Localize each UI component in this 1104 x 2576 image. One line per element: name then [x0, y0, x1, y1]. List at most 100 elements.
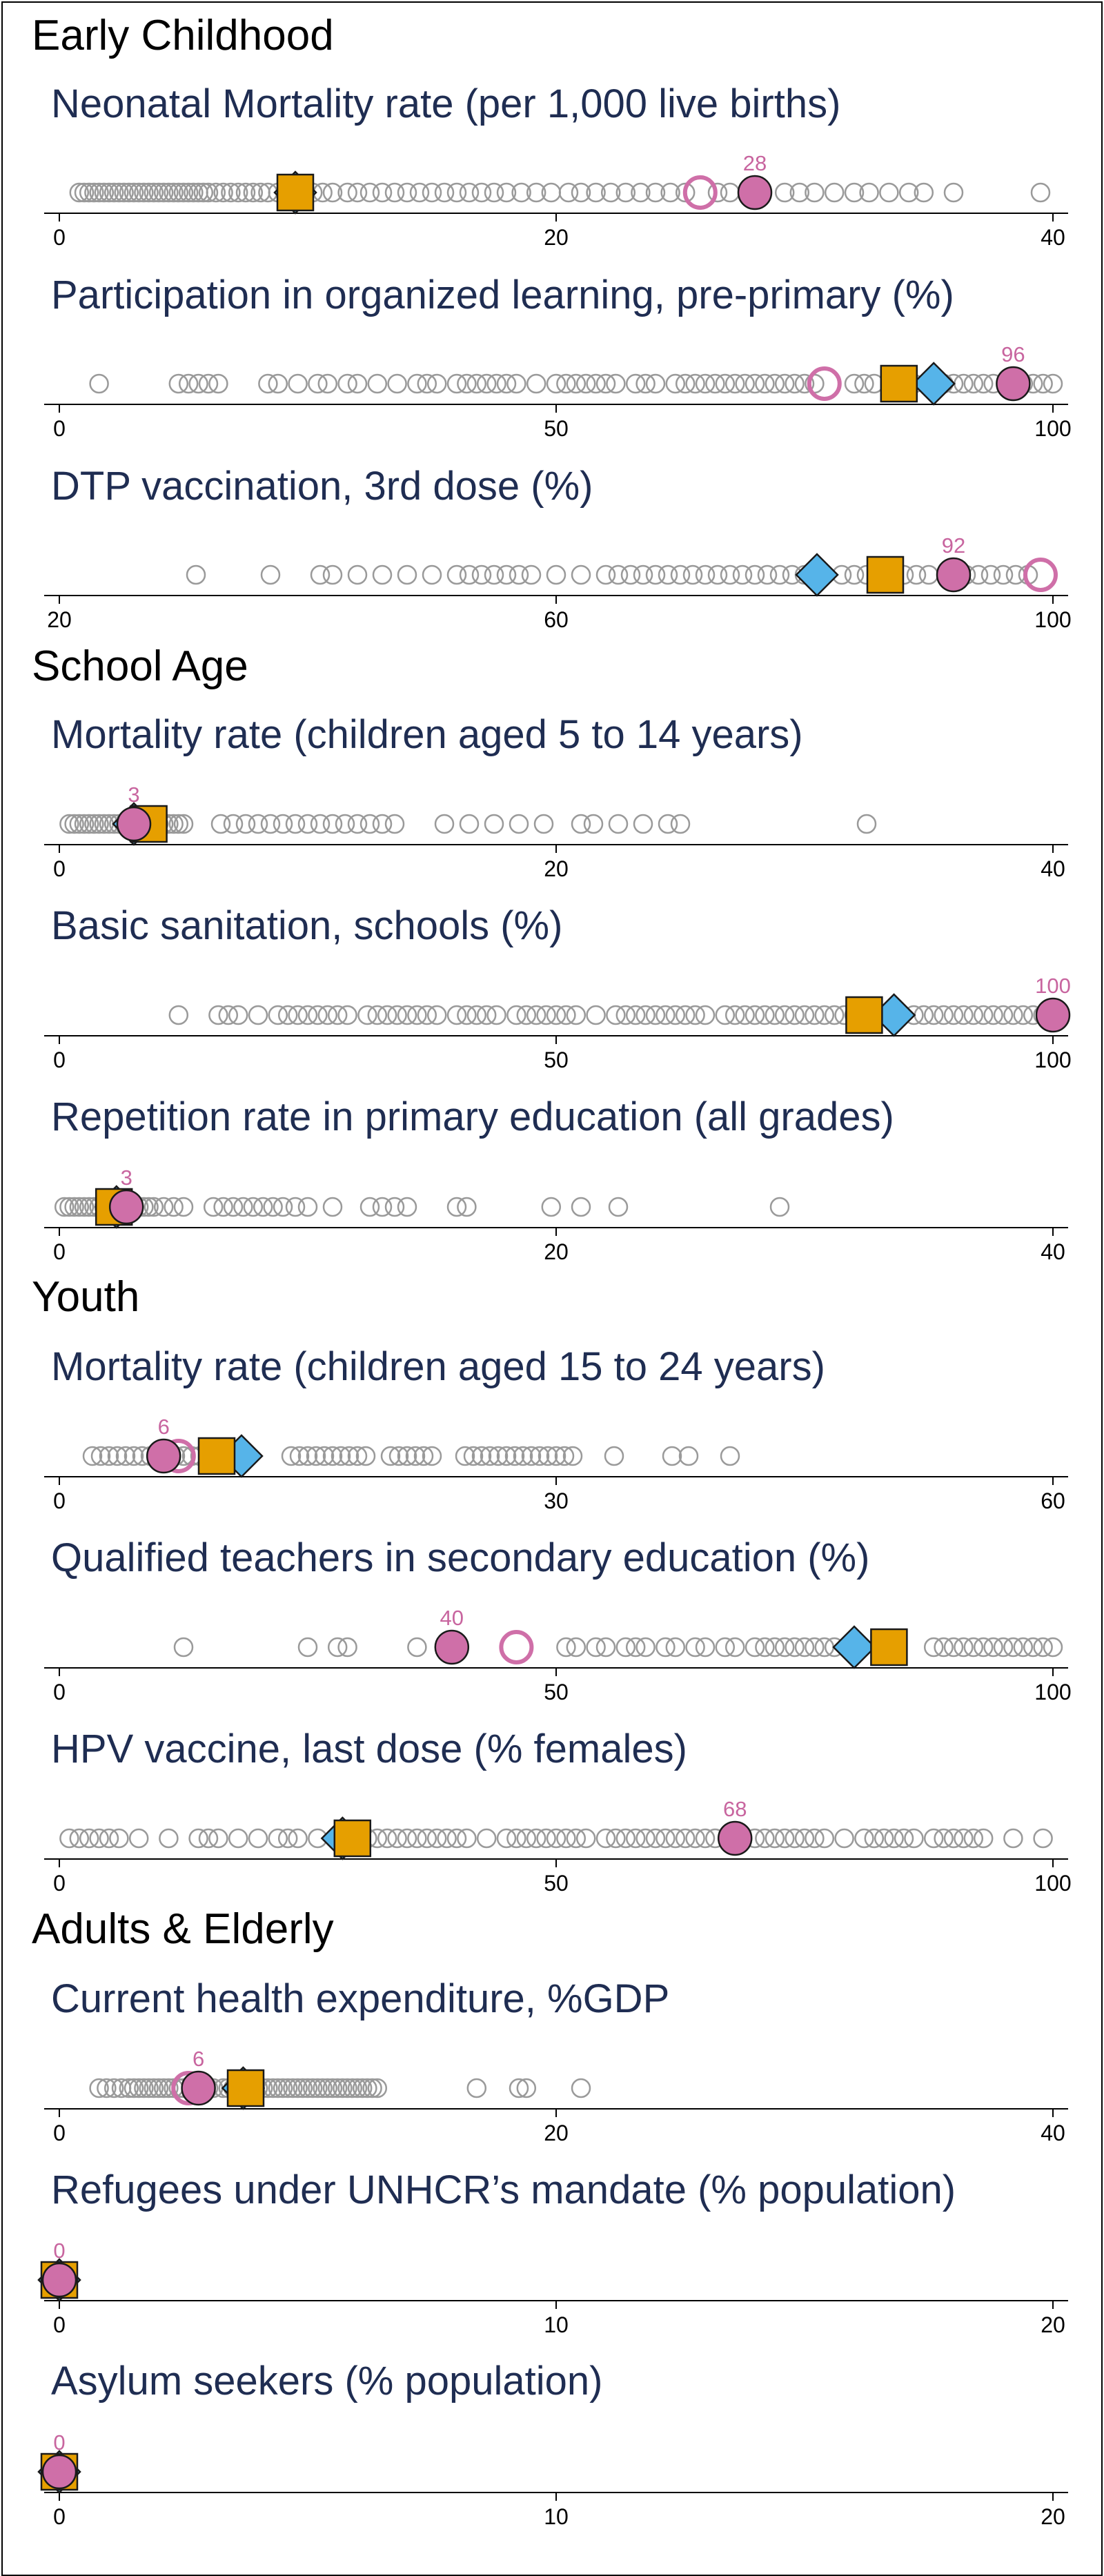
other-country-point: [745, 373, 765, 394]
panel-title: DTP vaccination, 3rd dose (%): [51, 464, 593, 509]
x-tick-label: 20: [544, 2121, 569, 2145]
x-tick-label: 40: [1041, 1239, 1065, 1264]
other-country-point: [645, 182, 666, 203]
country-data-label: 100: [1035, 974, 1071, 998]
country-marker: [737, 175, 773, 210]
other-country-point: [625, 373, 646, 394]
other-country-point: [715, 1005, 736, 1025]
other-country-point: [496, 182, 517, 203]
other-country-point: [509, 814, 529, 834]
other-country-point: [471, 182, 492, 203]
other-country-point: [471, 1446, 492, 1466]
other-country-point: [253, 1197, 273, 1217]
other-country-point: [331, 1446, 351, 1466]
other-country-point: [184, 182, 204, 203]
panel: DTP vaccination, 3rd dose (%) 20 60 100 92: [44, 464, 1072, 632]
other-country-point: [973, 373, 994, 394]
other-country-point: [218, 1005, 239, 1025]
ring-marker: [499, 1630, 534, 1664]
other-country-point: [357, 1005, 377, 1025]
other-country-point: [188, 373, 208, 394]
other-country-point: [405, 1446, 426, 1466]
other-country-point: [203, 1197, 224, 1217]
x-tick-label: 0: [53, 2312, 66, 2337]
other-country-point: [556, 1828, 576, 1849]
other-country-point: [434, 814, 455, 834]
other-country-point: [74, 1197, 95, 1217]
other-country-point: [268, 1005, 288, 1025]
other-country-point: [923, 1637, 944, 1658]
other-country-point: [906, 564, 927, 585]
country-data-label: 28: [743, 151, 767, 175]
country-data-label: 3: [121, 1166, 132, 1190]
other-country-point: [824, 1005, 845, 1025]
other-country-point: [566, 1637, 586, 1658]
other-country-point: [313, 2078, 333, 2098]
other-country-point: [586, 182, 606, 203]
other-country-point: [208, 1005, 228, 1025]
other-country-point: [322, 564, 343, 585]
other-country-point: [263, 1197, 283, 1217]
other-country-point: [844, 373, 865, 394]
other-country-point: [685, 1005, 705, 1025]
country-data-label: 96: [1001, 342, 1025, 366]
panel: Basic sanitation, schools (%) 0 50 100 100: [44, 903, 1072, 1072]
other-country-point: [109, 182, 129, 203]
other-country-point: [84, 814, 104, 834]
other-country-point: [322, 2078, 343, 2098]
other-country-point: [54, 1197, 75, 1217]
other-country-point: [794, 1828, 815, 1849]
region-diamond-marker: [911, 362, 956, 406]
other-country-point: [434, 182, 455, 203]
other-country-point: [571, 182, 591, 203]
x-tick-label: 50: [544, 1871, 569, 1896]
other-country-point: [79, 1828, 99, 1849]
other-country-point: [586, 1005, 606, 1025]
other-country-point: [675, 182, 696, 203]
other-country-point: [513, 1446, 533, 1466]
other-country-point: [556, 1005, 576, 1025]
other-country-point: [459, 182, 480, 203]
other-country-point: [426, 1005, 447, 1025]
other-country-point: [769, 564, 790, 585]
other-country-point: [446, 1197, 467, 1217]
other-country-point: [322, 1446, 343, 1466]
other-country-point: [993, 1637, 1014, 1658]
other-country-point: [422, 564, 442, 585]
panel: HPV vaccine, last dose (% females) 0 50 100…: [44, 1727, 1072, 1896]
other-country-point: [74, 814, 95, 834]
other-country-point: [695, 1005, 716, 1025]
other-country-point: [387, 1005, 407, 1025]
other-country-point: [656, 1005, 676, 1025]
other-country-point: [335, 814, 355, 834]
other-country-point: [314, 1446, 335, 1466]
other-country-point: [84, 182, 104, 203]
other-country-point: [459, 564, 480, 585]
other-country-point: [635, 1005, 656, 1025]
other-country-point: [297, 814, 318, 834]
other-country-point: [148, 2078, 169, 2098]
other-country-point: [675, 1828, 696, 1849]
other-country-point: [446, 1005, 467, 1025]
other-country-point: [422, 182, 442, 203]
other-country-point: [82, 1446, 103, 1466]
other-country-point: [526, 373, 546, 394]
world-square-marker: [226, 2069, 265, 2107]
other-country-point: [620, 564, 641, 585]
other-country-point: [457, 1005, 477, 1025]
other-country-point: [119, 182, 139, 203]
other-country-point: [983, 1005, 1003, 1025]
other-country-point: [288, 2078, 308, 2098]
other-country-point: [233, 1197, 253, 1217]
other-country-point: [665, 1637, 686, 1658]
other-country-point: [516, 1828, 537, 1849]
other-country-point: [310, 814, 331, 834]
section-title: Adults & Elderly: [32, 1905, 334, 1953]
other-country-point: [347, 1446, 368, 1466]
panel-title: Mortality rate (children aged 5 to 14 ye…: [51, 712, 803, 757]
other-country-point: [173, 814, 194, 834]
other-country-point: [260, 564, 281, 585]
other-country-point: [732, 564, 753, 585]
other-country-point: [608, 564, 629, 585]
chart-figure: Early Childhood School Age Youth Adults & E…: [32, 12, 1072, 2529]
